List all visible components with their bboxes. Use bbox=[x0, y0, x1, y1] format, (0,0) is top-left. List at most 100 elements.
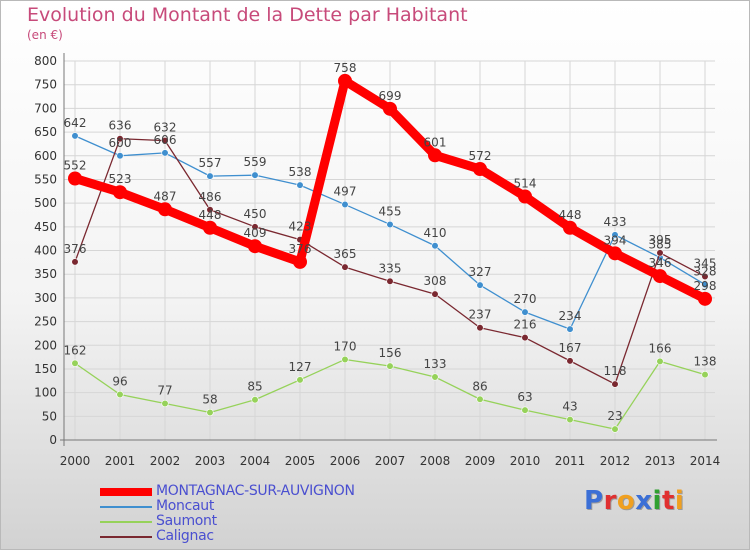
data-label: 642 bbox=[64, 116, 87, 130]
data-label: 86 bbox=[472, 379, 487, 393]
x-tick-label: 2005 bbox=[285, 454, 316, 468]
data-label: 167 bbox=[559, 341, 582, 355]
data-label: 234 bbox=[559, 309, 582, 323]
data-point bbox=[251, 171, 259, 179]
y-tick-label: 350 bbox=[34, 267, 57, 281]
data-point bbox=[611, 425, 619, 433]
data-point bbox=[161, 149, 169, 157]
data-point bbox=[566, 416, 574, 424]
data-point bbox=[473, 162, 487, 177]
data-point bbox=[71, 132, 79, 140]
x-tick-label: 2003 bbox=[195, 454, 226, 468]
data-point bbox=[71, 258, 79, 266]
data-label: 63 bbox=[517, 390, 532, 404]
data-point bbox=[116, 135, 124, 143]
legend-label: Calignac bbox=[156, 528, 214, 544]
data-point bbox=[116, 152, 124, 160]
data-point bbox=[698, 291, 712, 306]
data-point bbox=[656, 357, 664, 365]
logo-letter: t bbox=[661, 486, 675, 516]
data-point bbox=[701, 371, 709, 379]
y-tick-label: 300 bbox=[34, 291, 57, 305]
data-point bbox=[386, 220, 394, 229]
data-label: 23 bbox=[607, 409, 622, 423]
logo-letter: P bbox=[584, 486, 604, 516]
y-tick-label: 450 bbox=[34, 220, 57, 234]
data-label: 410 bbox=[424, 226, 447, 240]
data-label: 423 bbox=[289, 220, 312, 234]
data-label: 699 bbox=[379, 89, 402, 103]
data-point bbox=[701, 272, 709, 281]
x-tick-label: 2014 bbox=[690, 454, 721, 468]
data-label: 170 bbox=[334, 339, 357, 353]
data-label: 162 bbox=[64, 343, 87, 357]
x-tick-label: 2004 bbox=[240, 454, 271, 468]
legend-label: MONTAGNAC-SUR-AUVIGNON bbox=[156, 483, 355, 499]
data-label: 308 bbox=[424, 274, 447, 288]
data-label: 395 bbox=[649, 233, 672, 247]
data-point bbox=[341, 355, 349, 364]
axes: 0 50 100 150 200 250 300 350 400 450 500 550 600 650 7… bbox=[34, 53, 720, 468]
legend-swatch bbox=[100, 536, 152, 538]
data-point bbox=[296, 181, 304, 189]
x-tick-label: 2010 bbox=[510, 454, 541, 468]
y-tick-label: 550 bbox=[34, 172, 57, 186]
x-tick-label: 2007 bbox=[375, 454, 406, 468]
data-label: 133 bbox=[424, 357, 447, 371]
data-label: 237 bbox=[469, 308, 492, 322]
data-label: 632 bbox=[154, 121, 177, 135]
data-label: 327 bbox=[469, 265, 492, 279]
data-label: 77 bbox=[157, 384, 172, 398]
y-tick-label: 750 bbox=[34, 78, 57, 92]
data-label: 557 bbox=[199, 156, 222, 170]
data-label: 572 bbox=[469, 149, 492, 163]
data-point bbox=[338, 73, 352, 88]
data-label: 636 bbox=[109, 119, 132, 133]
data-label: 486 bbox=[199, 190, 222, 204]
legend-swatch bbox=[100, 521, 152, 523]
data-point bbox=[701, 281, 709, 289]
data-point bbox=[206, 172, 214, 180]
data-point bbox=[566, 325, 574, 333]
y-tick-label: 400 bbox=[34, 244, 57, 258]
data-label: 448 bbox=[559, 208, 582, 222]
data-point bbox=[386, 277, 394, 285]
data-point bbox=[383, 101, 397, 116]
data-label: 328 bbox=[694, 265, 717, 279]
data-point bbox=[203, 220, 217, 235]
data-point bbox=[71, 359, 79, 367]
data-label: 394 bbox=[604, 233, 627, 247]
data-point bbox=[251, 396, 259, 404]
x-tick-label: 2001 bbox=[105, 454, 136, 468]
data-label: 85 bbox=[247, 380, 262, 394]
x-tick-label: 2012 bbox=[600, 454, 631, 468]
data-label: 58 bbox=[202, 393, 217, 407]
data-label: 376 bbox=[64, 242, 87, 256]
x-tick-label: 2006 bbox=[330, 454, 361, 468]
logo-letter: r bbox=[603, 486, 617, 516]
y-tick-label: 600 bbox=[34, 149, 57, 163]
data-point bbox=[521, 406, 529, 414]
data-point bbox=[161, 399, 169, 408]
legend-label: Saumont bbox=[156, 513, 217, 529]
data-point bbox=[116, 390, 124, 399]
y-tick-label: 100 bbox=[34, 386, 57, 400]
data-label: 118 bbox=[604, 364, 627, 378]
series bbox=[68, 73, 712, 433]
legend-swatch bbox=[100, 506, 152, 508]
data-point bbox=[476, 395, 484, 403]
data-label: 455 bbox=[379, 204, 402, 218]
data-label: 298 bbox=[694, 279, 717, 293]
data-point bbox=[341, 200, 349, 209]
data-point bbox=[293, 254, 307, 269]
data-label: 606 bbox=[154, 133, 177, 147]
data-label: 559 bbox=[244, 155, 267, 169]
data-point bbox=[518, 189, 532, 204]
y-tick-label: 200 bbox=[34, 338, 57, 352]
data-label: 166 bbox=[649, 341, 672, 355]
data-point bbox=[611, 231, 619, 239]
y-tick-label: 150 bbox=[34, 362, 57, 376]
y-tick-label: 700 bbox=[34, 101, 57, 115]
data-label: 450 bbox=[244, 207, 267, 221]
